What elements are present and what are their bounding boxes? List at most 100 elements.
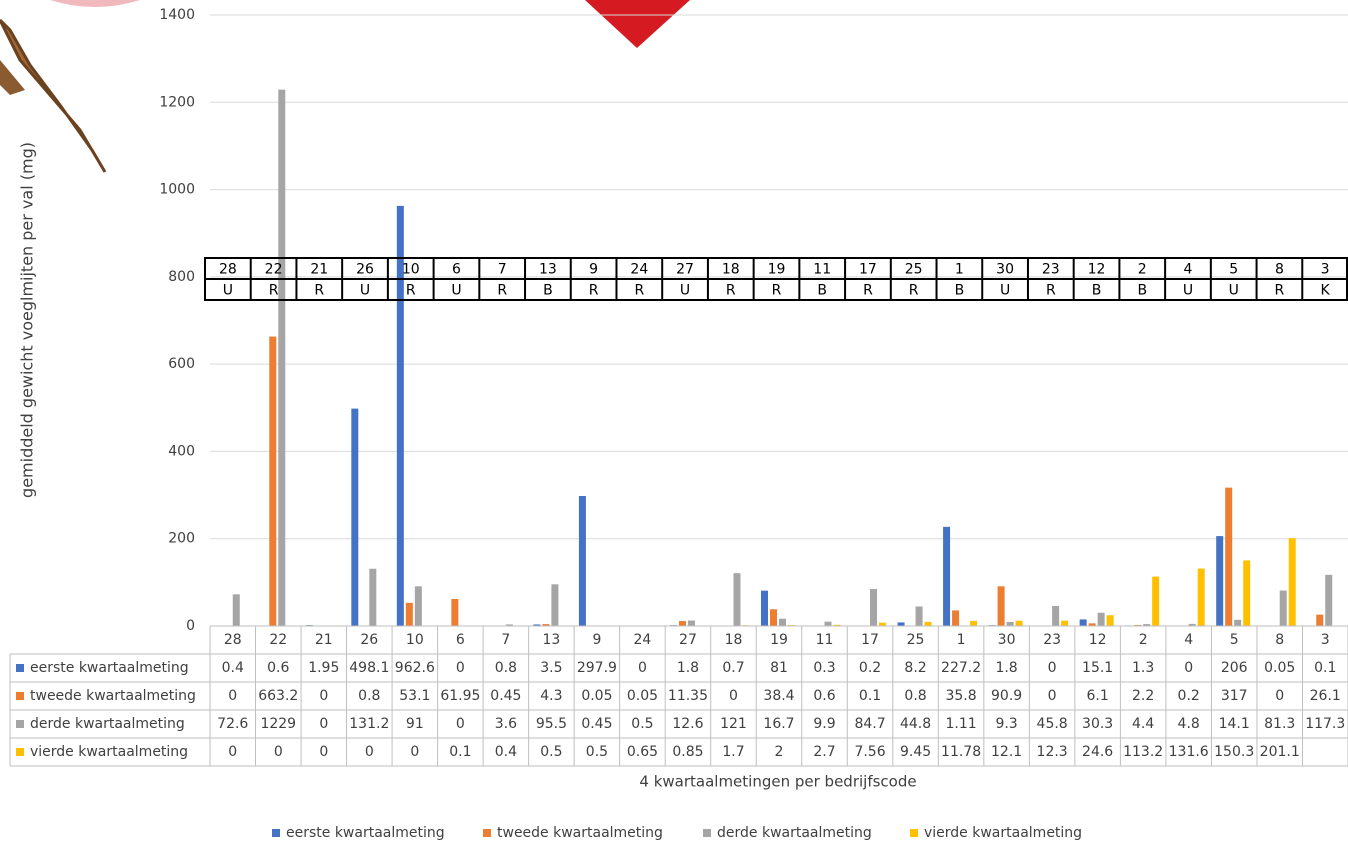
table-cell: 16.7 (763, 716, 794, 732)
table-cell: 0.8 (904, 688, 926, 704)
y-tick-label: 400 (168, 443, 195, 459)
y-axis-label: gemiddeld gewicht voeglmijten per val (m… (18, 142, 37, 498)
code-letter: R (909, 283, 919, 299)
bar (1079, 619, 1087, 626)
table-cell: 227.2 (941, 660, 981, 676)
insect-image (0, 60, 25, 95)
code-letter: U (223, 283, 233, 299)
legend-key (272, 829, 280, 837)
y-tick-label: 1400 (159, 7, 195, 23)
x-tick-label: 6 (456, 632, 465, 648)
table-cell: 0 (456, 660, 465, 676)
table-cell: 1229 (260, 716, 296, 732)
code-letter: R (589, 283, 599, 299)
bar (1288, 538, 1296, 626)
table-cell: 8.2 (904, 660, 926, 676)
table-cell: 44.8 (900, 716, 931, 732)
table-cell: 1.8 (995, 660, 1017, 676)
x-tick-label: 17 (861, 632, 879, 648)
table-cell: 9.45 (900, 744, 931, 760)
table-cell: 26.1 (1310, 688, 1341, 704)
table-cell: 14.1 (1219, 716, 1250, 732)
x-tick-label: 19 (770, 632, 788, 648)
bar (1279, 590, 1287, 626)
code-letter: U (451, 283, 461, 299)
table-cell: 4.4 (1132, 716, 1154, 732)
bar (1243, 560, 1251, 626)
table-cell: 11.35 (668, 688, 708, 704)
x-tick-label: 7 (501, 632, 510, 648)
bar (779, 618, 786, 626)
table-cell: 84.7 (854, 716, 885, 732)
code-number: 22 (265, 262, 283, 278)
code-letter: U (360, 283, 370, 299)
table-cell: 0 (456, 716, 465, 732)
bar (551, 584, 559, 626)
x-tick-label: 5 (1230, 632, 1239, 648)
bar (1006, 621, 1014, 626)
table-cell: 121 (720, 716, 747, 732)
x-tick-label: 8 (1275, 632, 1284, 648)
x-tick-label: 26 (360, 632, 378, 648)
legend-key (483, 829, 491, 837)
table-cell: 0.4 (222, 660, 244, 676)
x-axis-label: 4 kwartaalmetingen per bedrijfscode (639, 773, 916, 791)
bar (997, 586, 1005, 626)
table-cell: 0 (1048, 688, 1057, 704)
table-cell: 201.1 (1260, 744, 1300, 760)
bar (1234, 619, 1242, 626)
code-letter: R (726, 283, 736, 299)
bar (761, 590, 768, 626)
code-number: 12 (1088, 262, 1106, 278)
code-number: 17 (859, 262, 877, 278)
table-cell: 1.8 (677, 660, 699, 676)
code-letter: U (1229, 283, 1239, 299)
table-cell: 0 (365, 744, 374, 760)
code-number: 6 (452, 262, 461, 278)
x-tick-label: 18 (725, 632, 743, 648)
bar (542, 624, 550, 626)
bar (970, 620, 978, 626)
bar (1216, 536, 1224, 626)
table-cell: 12.3 (1037, 744, 1068, 760)
table-cell: 12.6 (672, 716, 703, 732)
table-cell: 81 (770, 660, 788, 676)
code-number: 23 (1042, 262, 1060, 278)
code-number: 3 (1321, 262, 1330, 278)
code-letter: R (314, 283, 324, 299)
decoration (50, 0, 140, 7)
table-cell: 30.3 (1082, 716, 1113, 732)
table-cell: 95.5 (536, 716, 567, 732)
bar (451, 598, 459, 626)
code-letter: B (543, 283, 553, 299)
code-letter: U (680, 283, 690, 299)
legend-label: eerste kwartaalmeting (286, 825, 445, 841)
table-cell: 9.9 (813, 716, 835, 732)
table-cell: 45.8 (1037, 716, 1068, 732)
bar (1143, 624, 1151, 626)
x-tick-label: 25 (907, 632, 925, 648)
table-cell: 0 (228, 744, 237, 760)
table-cell: 12.1 (991, 744, 1022, 760)
table-cell: 206 (1221, 660, 1248, 676)
table-cell: 35.8 (945, 688, 976, 704)
y-tick-label: 600 (168, 356, 195, 372)
code-number: 26 (356, 262, 374, 278)
table-cell: 72.6 (217, 716, 248, 732)
table-cell: 0 (319, 744, 328, 760)
bar (687, 620, 695, 626)
bar (833, 624, 841, 626)
table-cell: 0.45 (581, 716, 612, 732)
legend-key (16, 720, 24, 728)
x-tick-label: 28 (224, 632, 242, 648)
table-cell: 0 (228, 688, 237, 704)
table-cell: 81.3 (1264, 716, 1295, 732)
x-tick-label: 11 (816, 632, 834, 648)
table-cell: 11.78 (941, 744, 981, 760)
bar (1097, 612, 1105, 626)
table-cell: 297.9 (577, 660, 617, 676)
legend-key (703, 829, 711, 837)
bar (770, 609, 777, 626)
code-number: 5 (1229, 262, 1238, 278)
code-number: 4 (1184, 262, 1193, 278)
